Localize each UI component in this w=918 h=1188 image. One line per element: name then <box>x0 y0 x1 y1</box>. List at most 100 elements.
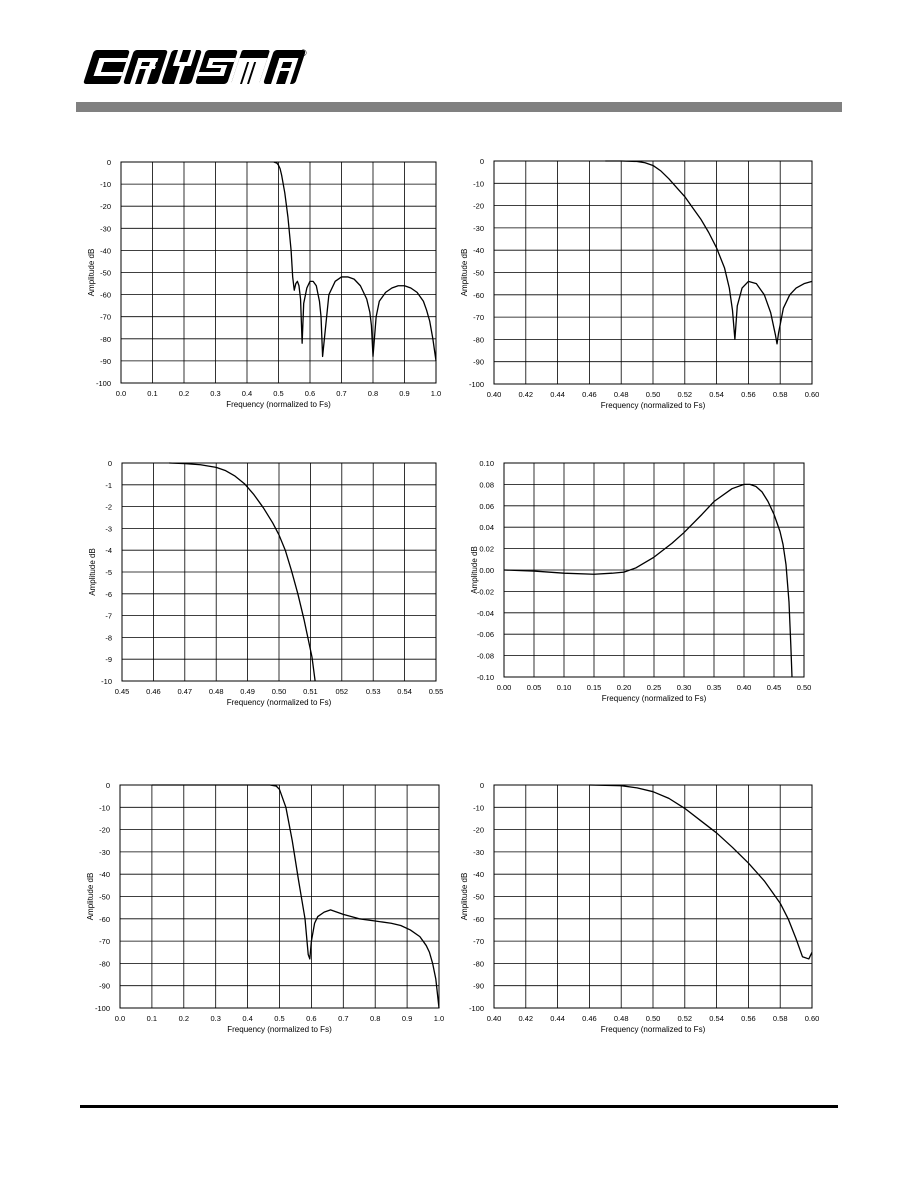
y-tick-label: -50 <box>100 269 111 278</box>
y-tick-label: -40 <box>100 246 111 255</box>
x-tick-label: 0.30 <box>677 683 692 692</box>
x-tick-label: 0.25 <box>647 683 662 692</box>
x-tick-label: 0.40 <box>737 683 752 692</box>
y-tick-label: -5 <box>105 568 112 577</box>
crystal-logo: ® <box>83 48 307 84</box>
y-tick-label: -60 <box>99 915 110 924</box>
y-tick-label: -10 <box>101 677 112 686</box>
x-tick-label: 0.20 <box>617 683 632 692</box>
y-tick-label: -70 <box>473 937 484 946</box>
y-tick-label: -80 <box>473 335 484 344</box>
chart-passband-ripple: 0.00 0.05 0.10 0.15 0.20 0.25 0.30 0.35 0.40 0.45… <box>470 459 811 703</box>
x-tick-label: 0.55 <box>429 687 444 696</box>
x-tick-label: 0.50 <box>272 687 287 696</box>
x-tick-label: 0.49 <box>240 687 255 696</box>
y-tick-label: -90 <box>99 982 110 991</box>
x-tick-label: 0.52 <box>677 1014 692 1023</box>
y-tick-label: -50 <box>99 893 110 902</box>
x-tick-label: 0.1 <box>147 389 157 398</box>
response-curve <box>605 160 813 345</box>
y-tick-label: -10 <box>473 179 484 188</box>
chart-transition-band-1: 0.40 0.42 0.44 0.46 0.48 0.50 0.52 0.54 0.56 0.58… <box>460 157 819 410</box>
x-tick-label: 0.50 <box>646 390 661 399</box>
x-tick-label: 0.0 <box>116 389 126 398</box>
y-tick-label: -0.02 <box>477 587 494 596</box>
response-curve <box>589 784 813 960</box>
x-tick-label: 0.9 <box>402 1014 412 1023</box>
x-tick-label: 0.60 <box>805 1014 820 1023</box>
y-tick-label: -8 <box>105 633 112 642</box>
x-tick-label: 0.46 <box>146 687 161 696</box>
y-tick-label: -0.06 <box>477 630 494 639</box>
x-tick-label: 0.3 <box>210 389 220 398</box>
x-tick-label: 0.56 <box>741 390 756 399</box>
x-tick-label: 0.5 <box>273 389 283 398</box>
chart-passband-edge: 0.45 0.46 0.47 0.48 0.49 0.50 0.51 052 0.53 0.54 0… <box>88 459 443 707</box>
y-tick-label: -10 <box>473 803 484 812</box>
x-tick-label: 0.7 <box>338 1014 348 1023</box>
y-tick-label: -60 <box>473 915 484 924</box>
x-tick-label: 052 <box>336 687 349 696</box>
y-tick-label: 0 <box>480 157 484 166</box>
x-tick-label: 0.47 <box>177 687 192 696</box>
y-tick-label: -50 <box>473 269 484 278</box>
registered-mark: ® <box>300 48 307 58</box>
x-tick-label: 0.53 <box>366 687 381 696</box>
x-tick-label: 0.7 <box>336 389 346 398</box>
y-tick-label: -90 <box>473 982 484 991</box>
x-tick-label: 0.05 <box>527 683 542 692</box>
y-tick-label: -100 <box>469 1004 484 1013</box>
x-tick-label: 0.4 <box>242 1014 252 1023</box>
x-axis-label: Frequency (normalized to Fs) <box>601 401 706 410</box>
y-axis-label: Amplitude dB <box>87 249 96 297</box>
x-axis-label: Frequency (normalized to Fs) <box>226 400 331 409</box>
y-tick-label: -40 <box>99 870 110 879</box>
y-tick-label: 0.08 <box>479 480 494 489</box>
x-tick-label: 0.1 <box>147 1014 157 1023</box>
y-tick-label: -80 <box>99 959 110 968</box>
x-axis-label: Frequency (normalized to Fs) <box>227 1025 332 1034</box>
y-tick-label: -80 <box>473 959 484 968</box>
y-tick-label: -30 <box>100 224 111 233</box>
response-curve <box>503 483 793 678</box>
x-tick-label: 0.50 <box>646 1014 661 1023</box>
y-tick-label: -2 <box>105 503 112 512</box>
y-tick-label: 0.02 <box>479 545 494 554</box>
x-tick-label: 0.6 <box>306 1014 316 1023</box>
y-axis-label: Amplitude dB <box>460 249 469 297</box>
response-curve <box>273 161 437 361</box>
y-axis-label: Amplitude dB <box>460 873 469 921</box>
y-tick-label: -10 <box>100 180 111 189</box>
y-tick-label: -100 <box>96 379 111 388</box>
y-tick-label: -70 <box>100 313 111 322</box>
x-tick-label: 0.54 <box>709 390 724 399</box>
x-axis-label: Frequency (normalized to Fs) <box>227 698 332 707</box>
x-tick-label: 1.0 <box>434 1014 444 1023</box>
x-tick-label: 0.42 <box>518 1014 533 1023</box>
y-tick-label: -60 <box>100 291 111 300</box>
x-tick-label: 0.4 <box>242 389 252 398</box>
y-tick-label: 0 <box>108 459 112 468</box>
y-tick-label: 0.04 <box>479 523 494 532</box>
y-tick-label: -80 <box>100 335 111 344</box>
y-tick-label: -20 <box>473 826 484 835</box>
x-tick-label: 0.10 <box>557 683 572 692</box>
y-tick-label: -9 <box>105 655 112 664</box>
x-tick-label: 0.48 <box>614 1014 629 1023</box>
y-tick-label: -4 <box>105 546 112 555</box>
x-tick-label: 0.42 <box>518 390 533 399</box>
x-tick-label: 0.8 <box>368 389 378 398</box>
x-tick-label: 0.56 <box>741 1014 756 1023</box>
y-tick-label: -6 <box>105 590 112 599</box>
y-tick-label: -30 <box>99 848 110 857</box>
x-tick-label: 0.58 <box>773 390 788 399</box>
x-tick-label: 0.40 <box>487 390 502 399</box>
x-tick-label: 0.48 <box>614 390 629 399</box>
y-tick-label: -50 <box>473 893 484 902</box>
y-axis-label: Amplitude dB <box>88 548 97 596</box>
y-tick-label: -90 <box>473 358 484 367</box>
x-tick-label: 1.0 <box>431 389 441 398</box>
y-tick-label: -0.08 <box>477 652 494 661</box>
x-tick-label: 0.00 <box>497 683 512 692</box>
y-tick-label: -20 <box>99 826 110 835</box>
